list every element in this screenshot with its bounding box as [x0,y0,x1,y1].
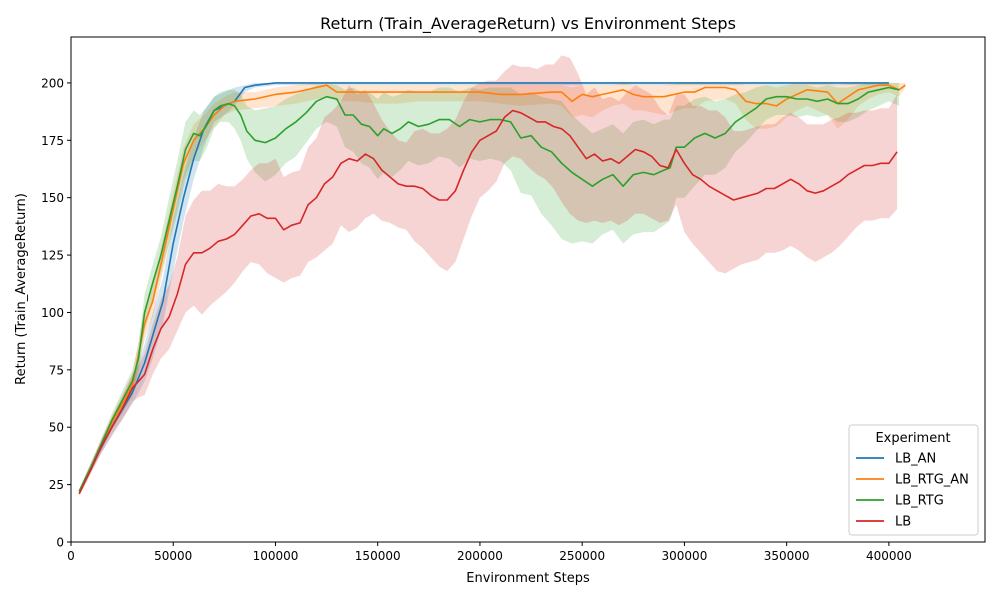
y-axis-label: Return (Train_AverageReturn) [14,193,29,385]
y-tick-label: 50 [49,421,64,435]
x-tick-label: 350000 [764,549,810,563]
y-tick-label: 0 [56,536,64,550]
line-lb-rtg [78,86,900,492]
legend-box [848,424,979,536]
series-lines [78,82,906,495]
y-tick-label: 75 [49,363,64,377]
x-axis-label: Environment Steps [466,571,590,586]
x-tick-label: 50000 [154,549,192,563]
y-tick-label: 200 [41,76,64,90]
x-tick-label: 0 [67,549,75,563]
y-tick-label: 25 [49,478,64,492]
x-tick-label: 300000 [662,549,708,563]
legend-title: Experiment [875,431,950,446]
x-tick-label: 400000 [866,549,912,563]
x-axis: 0 50000 100000 150000 200000 250000 300000 3500… [67,542,912,563]
plot-frame [70,36,986,543]
band-lb [79,55,898,497]
y-tick-label: 100 [41,306,64,320]
line-lb [78,109,898,495]
band-lb-rtg [79,82,900,494]
legend-label-lb-rtg: LB_RTG [895,494,944,509]
legend-items: LB_AN LB_RTG_AN LB_RTG LB [856,452,969,530]
y-tick-label: 150 [41,191,64,205]
y-tick-label: 125 [41,249,64,263]
chart-title: Return (Train_AverageReturn) vs Environm… [320,14,736,34]
y-axis: 0 25 50 75 100 125 150 175 200 [41,76,71,550]
x-tick-label: 100000 [253,549,299,563]
x-tick-label: 150000 [355,549,401,563]
legend-label-lb-rtg-an: LB_RTG_AN [895,473,969,488]
y-tick-label: 175 [41,134,64,148]
x-tick-label: 200000 [457,549,503,563]
legend-label-lb: LB [895,515,911,530]
legend: Experiment LB_AN LB_RTG_AN LB_RTG LB [848,424,979,536]
legend-label-lb-an: LB_AN [895,452,936,467]
confidence-bands [79,55,906,497]
x-tick-label: 250000 [559,549,605,563]
